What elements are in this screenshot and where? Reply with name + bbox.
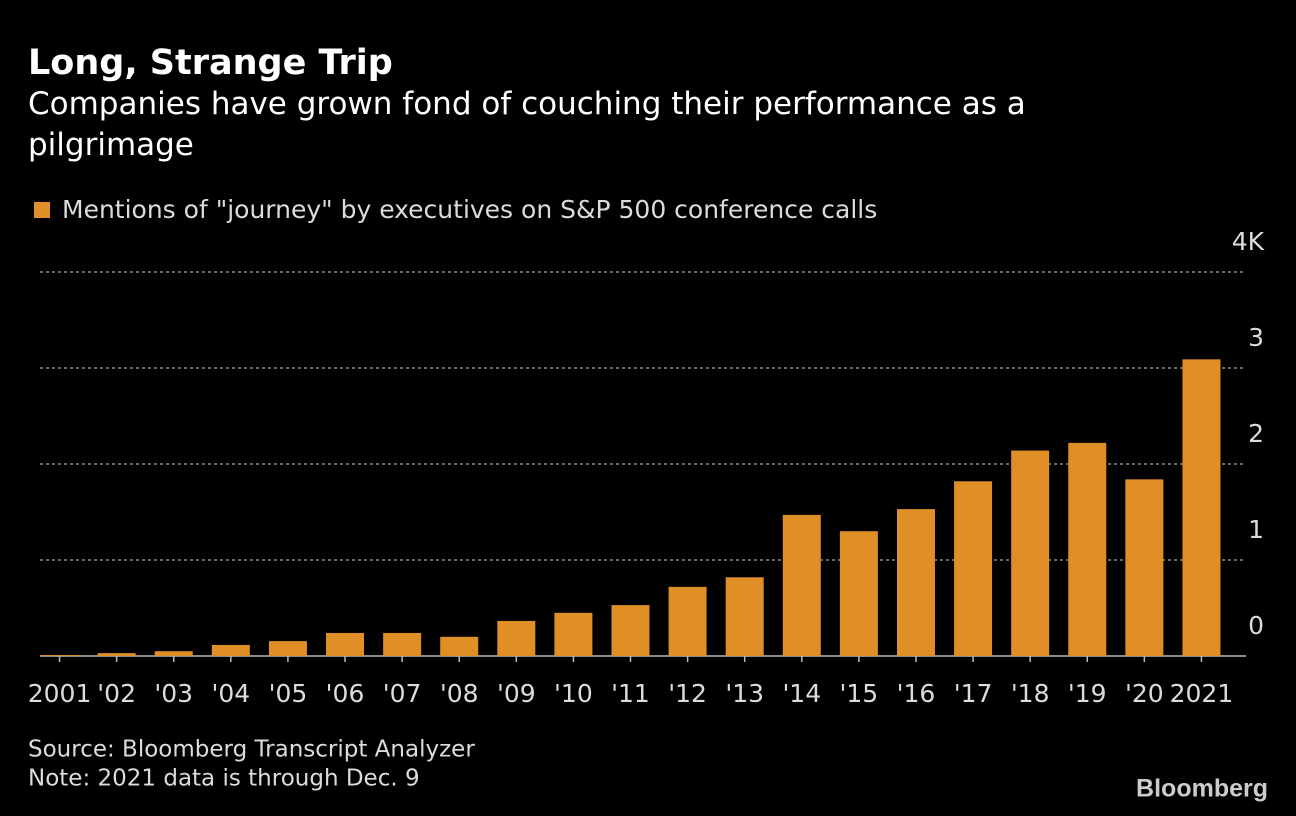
bar: [668, 586, 707, 656]
x-tick-label: '13: [725, 679, 764, 708]
bar: [268, 641, 307, 656]
bar: [611, 605, 650, 656]
bar: [1011, 450, 1050, 656]
source: Source: Bloomberg Transcript Analyzer: [28, 737, 475, 763]
x-tick-label: '19: [1068, 679, 1107, 708]
x-tick-label: '11: [611, 679, 650, 708]
chart-subtitle: Companies have grown fond of couching th…: [28, 86, 1026, 163]
x-tick-label: '15: [840, 679, 879, 708]
legend-swatch: [34, 202, 50, 218]
bar: [211, 644, 250, 656]
x-tick-label: '17: [954, 679, 993, 708]
x-tick-label: '09: [497, 679, 536, 708]
bar: [40, 655, 79, 656]
x-tick-label: '18: [1011, 679, 1050, 708]
subtitle-box: Companies have grown fond of couching th…: [28, 86, 1026, 163]
x-tick-label: '04: [211, 679, 250, 708]
bar: [383, 632, 422, 656]
x-tick-label: '06: [326, 679, 365, 708]
y-tick-label: 0: [1248, 611, 1264, 640]
brand: Bloomberg: [1136, 775, 1268, 803]
legend-label: Mentions of "journey" by executives on S…: [62, 195, 877, 224]
y-tick-label: 1: [1248, 515, 1264, 544]
bar: [954, 481, 993, 656]
bar: [896, 509, 935, 656]
x-tick-label: '10: [554, 679, 593, 708]
x-tick-label: '16: [897, 679, 936, 708]
bar: [554, 612, 593, 656]
x-tick-label: '20: [1125, 679, 1164, 708]
bar: [154, 651, 193, 656]
x-tick-label: '14: [782, 679, 821, 708]
bar: [1182, 359, 1221, 656]
x-tick-label: '07: [383, 679, 422, 708]
bar: [782, 514, 821, 656]
x-tick-label: '03: [154, 679, 193, 708]
bar: [1125, 479, 1164, 656]
bar: [326, 632, 365, 656]
x-tick-label: '12: [668, 679, 707, 708]
bar: [97, 653, 136, 656]
bar: [839, 531, 878, 656]
bar: [497, 620, 536, 656]
y-tick-label: 2: [1248, 419, 1264, 448]
x-tick-label: '02: [97, 679, 136, 708]
bar: [725, 577, 764, 656]
x-tick-label: '08: [440, 679, 479, 708]
y-tick-label: 4K: [1232, 227, 1265, 256]
x-tick-label: 2001: [28, 679, 92, 708]
x-tick-label: 2021: [1170, 679, 1234, 708]
x-tick-label: '05: [269, 679, 308, 708]
y-tick-label: 3: [1248, 323, 1264, 352]
chart-title: Long, Strange Trip: [28, 43, 393, 83]
bar: [1068, 442, 1107, 656]
bar: [440, 636, 479, 656]
note: Note: 2021 data is through Dec. 9: [28, 766, 420, 792]
